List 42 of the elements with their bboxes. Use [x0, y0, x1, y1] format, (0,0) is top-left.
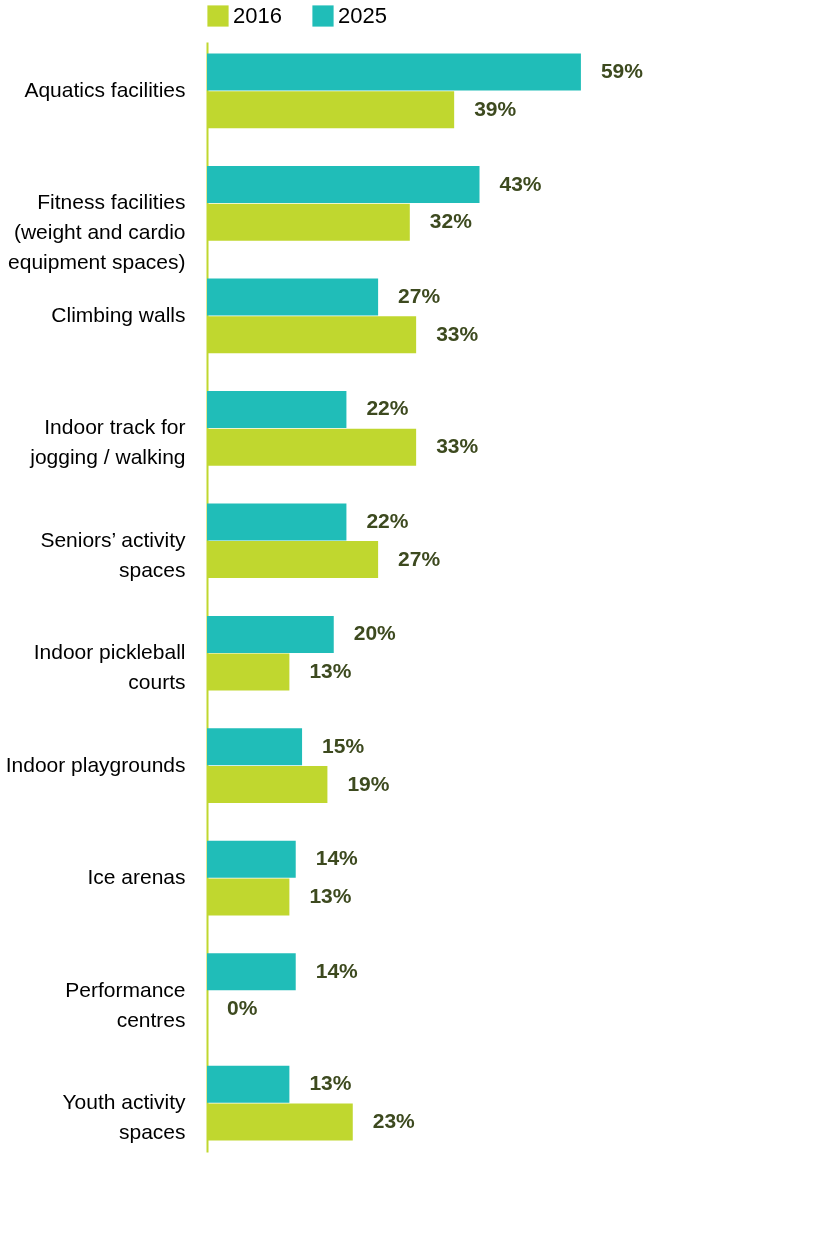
data-label: 13%	[309, 1071, 352, 1095]
y-tick-label: Fitness facilities (weight and cardio equipment spaces)	[8, 190, 186, 274]
bar	[207, 503, 347, 541]
bar	[207, 53, 581, 91]
data-label: 13%	[309, 883, 352, 907]
bar	[207, 615, 334, 653]
y-tick-label: Aquatics facilities	[24, 77, 186, 101]
data-label: 14%	[315, 846, 359, 870]
data-label: 23%	[372, 1108, 416, 1132]
y-tick-label: Climbing walls	[51, 302, 186, 326]
legend-label: 2016	[233, 3, 282, 28]
y-tick-label: Youth activity spaces	[62, 1090, 186, 1144]
bar	[207, 390, 347, 428]
data-label: 19%	[347, 771, 390, 795]
data-label: 59%	[600, 59, 644, 83]
legend-label: 2025	[338, 3, 387, 28]
data-label: 33%	[436, 434, 479, 458]
data-label: 39%	[474, 96, 517, 120]
y-tick-label: Indoor track for jogging / walking	[29, 415, 186, 469]
data-label: 22%	[366, 396, 409, 420]
y-tick-label: Ice arenas	[87, 865, 186, 889]
y-tick-label: Indoor pickleball courts	[33, 640, 186, 694]
y-tick-label: Indoor playgrounds	[5, 752, 186, 776]
bar	[207, 728, 303, 766]
data-label: 33%	[436, 321, 479, 345]
data-label: 14%	[315, 958, 359, 982]
data-label: 0%	[227, 996, 258, 1020]
data-label: 22%	[366, 508, 409, 532]
bar	[207, 278, 379, 316]
bar	[207, 840, 296, 878]
data-label: 13%	[309, 659, 352, 683]
data-label: 32%	[429, 209, 473, 233]
bar	[207, 166, 480, 204]
y-tick-label: Seniors’ activity spaces	[40, 527, 186, 581]
data-label: 27%	[398, 546, 441, 570]
data-label: 20%	[353, 621, 397, 645]
data-label: 27%	[398, 284, 441, 308]
bar	[207, 953, 296, 991]
bar	[207, 1065, 290, 1103]
y-tick-label: Performance centres	[65, 977, 186, 1031]
data-label: 15%	[322, 733, 365, 757]
data-label: 43%	[499, 171, 542, 195]
